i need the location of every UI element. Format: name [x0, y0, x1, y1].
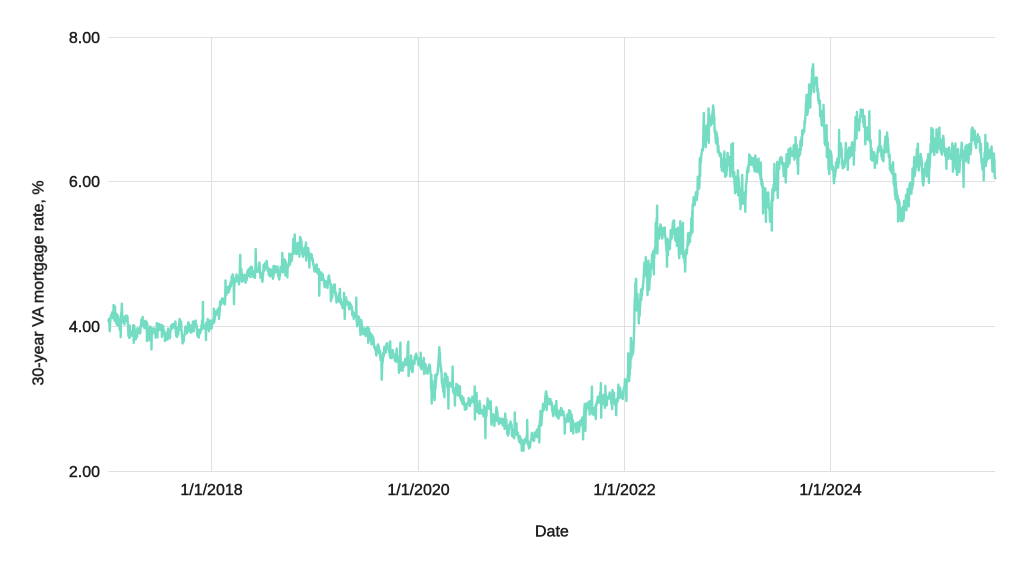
svg-text:1/1/2024: 1/1/2024: [799, 482, 861, 499]
svg-text:6.00: 6.00: [69, 174, 100, 191]
svg-text:4.00: 4.00: [69, 319, 100, 336]
svg-text:Date: Date: [535, 524, 569, 541]
svg-text:30-year VA mortgage rate, %: 30-year VA mortgage rate, %: [30, 180, 47, 385]
svg-text:8.00: 8.00: [69, 30, 100, 47]
svg-text:2.00: 2.00: [69, 464, 100, 481]
svg-text:1/1/2022: 1/1/2022: [593, 482, 655, 499]
svg-text:1/1/2020: 1/1/2020: [387, 482, 449, 499]
svg-text:1/1/2018: 1/1/2018: [180, 482, 242, 499]
